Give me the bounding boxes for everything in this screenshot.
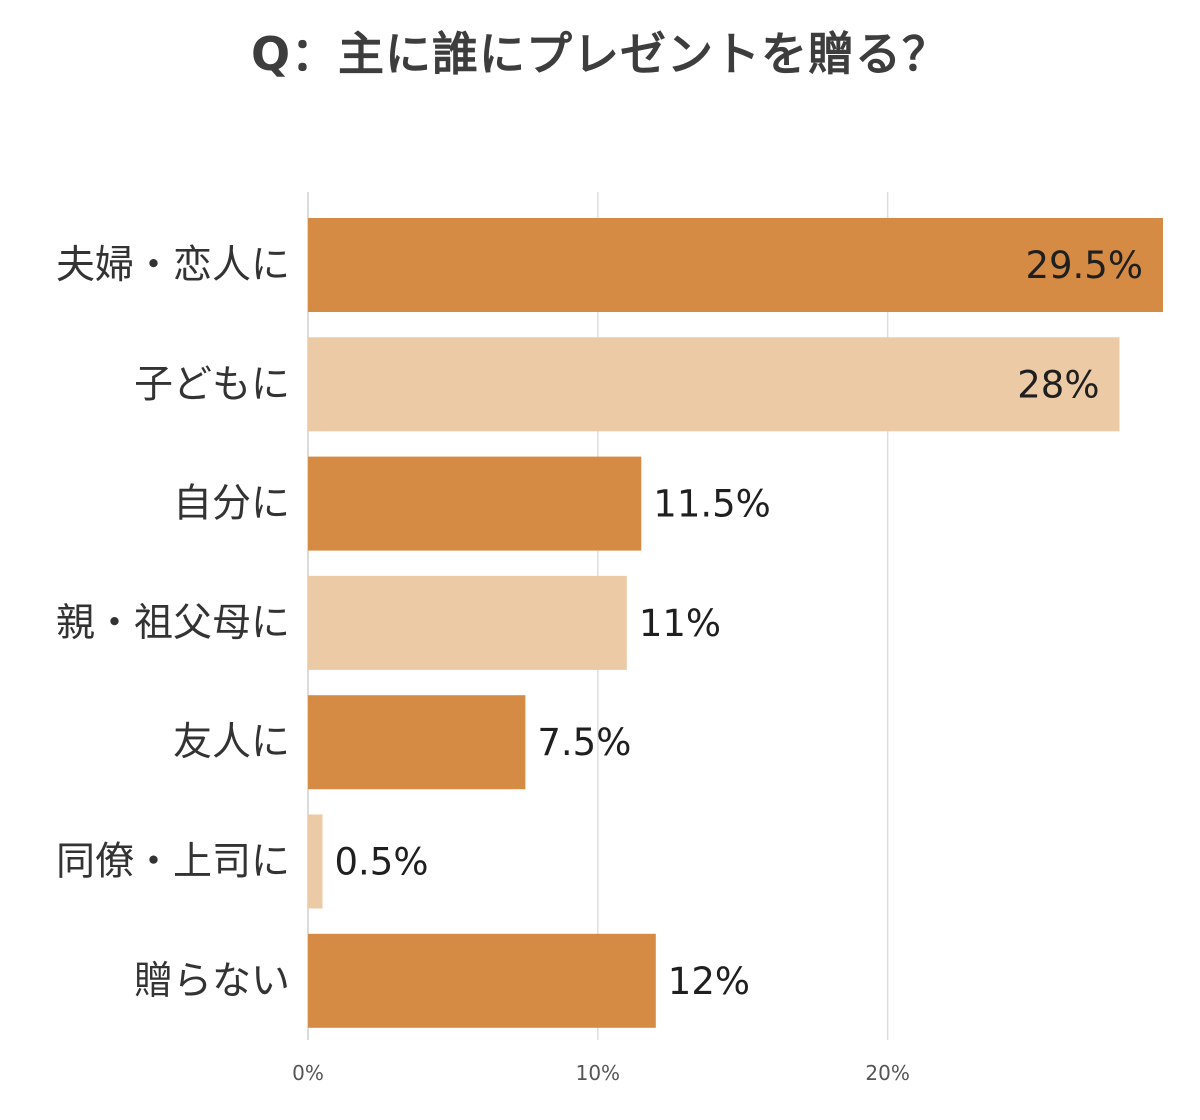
value-label: 12%: [668, 960, 750, 1003]
x-tick-label: 20%: [865, 1061, 909, 1085]
value-label: 29.5%: [1025, 244, 1143, 287]
bar-6: [308, 933, 656, 1028]
chart-title: Q：主に誰にプレゼントを贈る？: [250, 27, 950, 81]
bar-2: [308, 456, 642, 551]
category-label: 夫婦・恋人に: [56, 243, 290, 288]
category-label: 親・祖父母に: [56, 601, 290, 646]
category-label: 同僚・上司に: [56, 840, 290, 885]
bar-layer: [308, 218, 1163, 1028]
bar-3: [308, 575, 627, 670]
category-label: 子どもに: [134, 362, 290, 407]
bar-0: [308, 218, 1163, 312]
value-label: 0.5%: [334, 841, 428, 884]
value-label: 7.5%: [537, 721, 631, 764]
tick-layer: 0% 10% 20%: [292, 1061, 910, 1085]
value-label: 11.5%: [653, 483, 771, 526]
category-label: 贈らない: [134, 959, 290, 1004]
category-label: 自分に: [173, 482, 290, 527]
category-label: 友人に: [173, 720, 290, 765]
x-tick-label: 10%: [576, 1061, 620, 1085]
label-layer: 夫婦・恋人に 29.5% 子どもに 28% 自分に 11.5% 親・祖父母に 11% 友人に 7.…: [56, 243, 1143, 1004]
bar-1: [308, 337, 1120, 432]
bar-4: [308, 695, 526, 790]
value-label: 11%: [639, 602, 721, 645]
value-label: 28%: [1017, 363, 1099, 406]
bar-5: [308, 814, 323, 909]
x-tick-label: 0%: [292, 1061, 324, 1085]
